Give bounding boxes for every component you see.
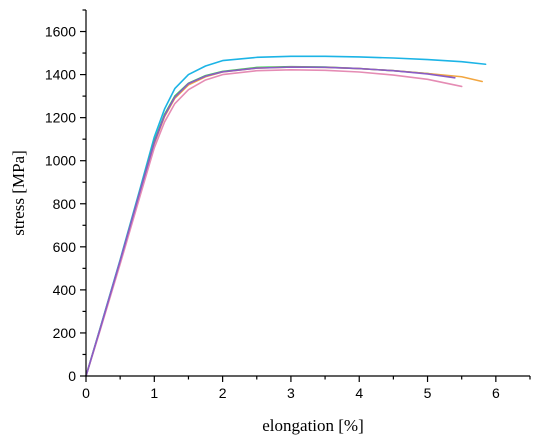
axes-layer xyxy=(85,10,530,377)
series-line-5 xyxy=(85,66,456,377)
series-layer xyxy=(85,55,487,377)
y-axis-title: stress [MPa] xyxy=(9,150,28,235)
y-tick-label: 800 xyxy=(53,196,77,212)
x-tick-label: 1 xyxy=(150,385,158,401)
y-ticks: 0 200 400 600 800 1000 1200 1400 1600 xyxy=(45,9,86,384)
series-line-3 xyxy=(85,66,483,377)
x-tick-label: 4 xyxy=(355,385,363,401)
y-tick-label: 200 xyxy=(53,325,77,341)
y-tick-label: 600 xyxy=(53,239,77,255)
x-tick-label: 6 xyxy=(492,385,500,401)
x-tick-label: 2 xyxy=(219,385,227,401)
x-tick-label: 5 xyxy=(424,385,432,401)
x-tick-label: 3 xyxy=(287,385,295,401)
x-ticks: 0 1 2 3 4 5 6 xyxy=(82,376,531,401)
y-tick-label: 1400 xyxy=(45,67,76,83)
series-line-4 xyxy=(85,69,463,377)
y-tick-label: 1000 xyxy=(45,153,76,169)
x-tick-label: 0 xyxy=(82,385,90,401)
x-axis-title: elongation [%] xyxy=(262,416,364,435)
series-line-2 xyxy=(85,65,453,377)
y-tick-label: 1200 xyxy=(45,110,76,126)
y-tick-label: 1600 xyxy=(45,24,76,40)
series-line-1 xyxy=(85,55,487,377)
y-tick-label: 0 xyxy=(68,368,76,384)
y-tick-label: 400 xyxy=(53,282,77,298)
